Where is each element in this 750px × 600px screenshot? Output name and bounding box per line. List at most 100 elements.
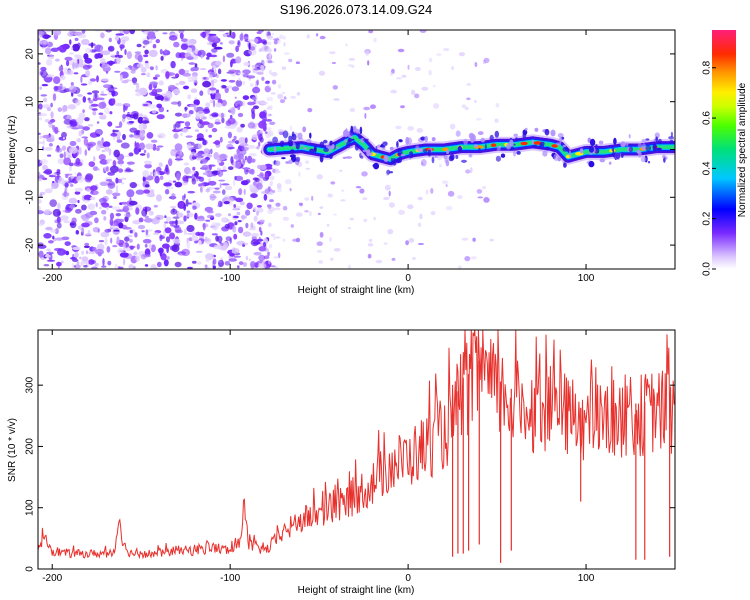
faint-noise-blob (370, 104, 376, 109)
noise-blob (96, 121, 100, 124)
noise-blob (122, 113, 127, 119)
noise-blob (63, 151, 66, 159)
noise-blob (251, 134, 258, 141)
snr-plot-area (38, 330, 675, 569)
noise-blob (50, 47, 59, 52)
faint-noise-blob (359, 188, 365, 194)
ridge-fuzz (455, 155, 459, 159)
noise-blob (260, 223, 263, 226)
noise-blob (186, 47, 193, 54)
noise-blob (109, 165, 119, 173)
ridge-fuzz (489, 134, 494, 141)
noise-blob (253, 68, 261, 71)
noise-blob (251, 111, 256, 120)
ridge-fuzz (358, 135, 362, 139)
noise-blob (219, 182, 222, 189)
snr-y-tick-label: 0 (25, 566, 36, 572)
noise-blob (64, 173, 73, 176)
noise-blob (220, 244, 228, 251)
noise-blob (253, 215, 258, 222)
noise-blob (266, 119, 272, 122)
noise-blob (144, 244, 148, 248)
faint-noise-blob (483, 57, 490, 64)
noise-blob (259, 164, 267, 171)
noise-blob (261, 191, 267, 194)
noise-blob (208, 164, 216, 167)
noise-blob (226, 34, 232, 38)
noise-blob (121, 182, 125, 185)
faint-noise-blob (405, 240, 409, 246)
snr-series-line (38, 330, 675, 560)
ridge-fuzz (656, 147, 662, 151)
noise-blob (191, 260, 197, 264)
noise-blob (141, 230, 145, 233)
noise-blob (119, 163, 123, 167)
noise-blob (78, 112, 86, 120)
noise-blob (39, 135, 43, 140)
faint-noise-blob (275, 202, 281, 207)
spectrogram-y-tick-label: -20 (25, 237, 36, 252)
ridge-fuzz (663, 157, 666, 163)
noise-blob (38, 244, 47, 249)
noise-blob (136, 183, 140, 186)
noise-blob (175, 220, 185, 225)
noise-blob (212, 258, 217, 265)
noise-blob (87, 124, 94, 127)
noise-blob (144, 163, 152, 169)
noise-blob (242, 101, 246, 107)
noise-blob (113, 196, 117, 199)
noise-blob (75, 230, 80, 235)
noise-blob (178, 30, 185, 34)
ridge-fuzz (544, 128, 550, 136)
noise-blob (208, 134, 212, 138)
noise-blob (175, 121, 181, 128)
noise-blob (212, 265, 216, 269)
noise-blob (81, 136, 89, 139)
noise-blob (170, 148, 177, 157)
noise-blob (251, 64, 259, 68)
faint-noise-blob (464, 106, 469, 111)
ridge-fuzz (427, 149, 432, 157)
faint-noise-blob (425, 189, 428, 195)
noise-blob (70, 82, 74, 86)
faint-noise-blob (330, 257, 334, 261)
noise-blob (246, 75, 256, 79)
faint-noise-blob (466, 83, 472, 86)
ridge-fuzz (349, 129, 354, 137)
noise-blob (131, 77, 138, 84)
noise-blob (200, 54, 203, 59)
noise-blob (53, 85, 59, 91)
noise-blob (94, 217, 99, 224)
noise-blob (68, 162, 74, 167)
ridge-fuzz (446, 149, 450, 155)
faint-noise-blob (289, 187, 292, 192)
noise-blob (83, 53, 89, 60)
noise-blob (198, 184, 202, 187)
noise-blob (215, 213, 222, 217)
ridge-fuzz (392, 158, 397, 166)
noise-blob (86, 188, 91, 193)
noise-blob (105, 166, 109, 172)
faint-noise-blob (270, 233, 276, 237)
noise-blob (265, 31, 268, 37)
noise-blob (186, 56, 194, 60)
faint-noise-blob (316, 174, 323, 180)
faint-noise-blob (271, 33, 275, 35)
noise-blob (222, 189, 226, 195)
noise-blob (114, 35, 120, 41)
noise-blob (57, 172, 60, 181)
faint-noise-blob (475, 118, 482, 121)
faint-noise-blob (274, 207, 281, 211)
noise-blob (238, 226, 244, 234)
ridge-fuzz (513, 150, 516, 157)
noise-blob (212, 190, 221, 194)
ridge-fuzz (366, 149, 371, 157)
noise-blob (172, 180, 177, 183)
noise-blob (95, 202, 98, 208)
noise-blob (240, 215, 247, 220)
noise-blob (60, 75, 66, 81)
spectrogram-y-ticks: -20 -10 0 10 20 (25, 48, 675, 252)
noise-blob (209, 68, 212, 71)
noise-blob (105, 30, 113, 33)
noise-blob (136, 243, 140, 250)
